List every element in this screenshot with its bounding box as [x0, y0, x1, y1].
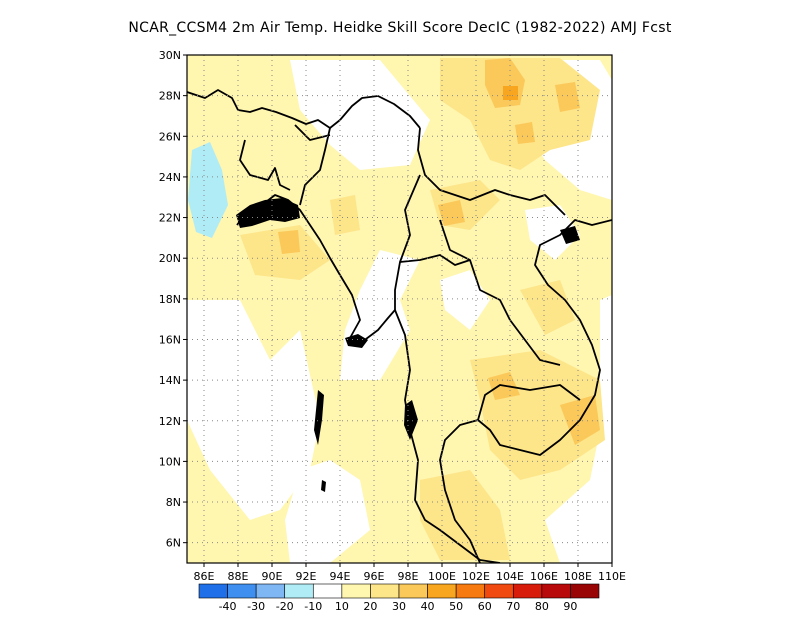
lon-tick-label: 104E	[496, 570, 524, 583]
colorbar-swatch	[570, 583, 600, 599]
border-bangladesh	[239, 139, 291, 191]
lat-tick-label: 30N	[159, 49, 181, 62]
lon-tick-label: 94E	[330, 570, 351, 583]
lon-tick-label: 96E	[364, 570, 385, 583]
colorbar-swatch	[484, 583, 514, 599]
colorbar-swatch	[198, 583, 228, 599]
shade-region	[525, 205, 580, 260]
lat-tick-label: 12N	[159, 415, 181, 428]
colorbar-label: -10	[304, 600, 322, 613]
shade-region	[278, 230, 300, 254]
border-laos	[439, 219, 561, 366]
colorbar-swatch	[455, 583, 486, 599]
lon-tick-label: 90E	[262, 570, 283, 583]
lat-tick-label: 26N	[159, 130, 181, 143]
colorbar-swatch	[370, 583, 400, 599]
lat-tick-label: 28N	[159, 90, 181, 103]
colorbar-label: -20	[276, 600, 294, 613]
lat-tick-label: 6N	[166, 537, 181, 550]
shade-region	[187, 300, 320, 520]
shade-region	[555, 82, 580, 112]
lon-tick-label: 100E	[428, 570, 456, 583]
colorbar-swatch	[312, 583, 343, 599]
colorbar	[198, 583, 600, 599]
andaman-islands	[314, 390, 324, 445]
shade-region	[290, 60, 430, 170]
coastline-bay-of-bengal	[236, 194, 396, 343]
colorbar-swatch	[341, 583, 371, 599]
colorbar-label: 60	[478, 600, 492, 613]
border-myanmar-east	[299, 127, 421, 310]
lon-tick-label: 98E	[398, 570, 419, 583]
shade-region	[438, 200, 465, 226]
lat-tick-label: 18N	[159, 293, 181, 306]
lat-tick-label: 14N	[159, 374, 181, 387]
colorbar-label: 80	[535, 600, 549, 613]
colorbar-swatch	[255, 583, 286, 599]
colorbar-swatch	[227, 583, 257, 599]
colorbar-label: 10	[335, 600, 349, 613]
colorbar-label: -30	[247, 600, 265, 613]
border-cambodia	[477, 384, 581, 421]
colorbar-label: -40	[219, 600, 237, 613]
colorbar-swatch	[512, 583, 543, 599]
colorbar-label: 20	[363, 600, 377, 613]
border-china	[417, 127, 566, 216]
lon-tick-label: 106E	[530, 570, 558, 583]
shade-region	[545, 295, 612, 563]
shade-region	[420, 470, 510, 560]
grid-lines	[183, 54, 613, 567]
lat-tick-label: 8N	[166, 496, 181, 509]
delta-ganges	[236, 198, 300, 228]
lon-tick-label: 102E	[462, 570, 490, 583]
colorbar-label: 90	[563, 600, 577, 613]
colorbar-label: 40	[421, 600, 435, 613]
nicobar	[321, 480, 326, 492]
plot-frame	[186, 54, 613, 564]
latitude-labels: 30N 28N 26N 24N 22N 20N 18N 16N 14N 12N 10N 8N 6N	[159, 49, 181, 550]
border-thai-north	[399, 254, 471, 266]
lon-tick-label: 110E	[598, 570, 626, 583]
land-outlines	[187, 89, 612, 563]
lat-tick-label: 24N	[159, 171, 181, 184]
lat-tick-label: 22N	[159, 212, 181, 225]
lat-tick-label: 20N	[159, 252, 181, 265]
colorbar-swatch	[541, 583, 571, 599]
skill-shading	[187, 55, 612, 563]
delta-irrawaddy	[345, 334, 368, 348]
colorbar-label: 50	[449, 600, 463, 613]
lon-tick-label: 88E	[228, 570, 249, 583]
coastline-gulf-of-thailand	[439, 219, 612, 563]
shade-region	[515, 122, 535, 144]
longitude-labels: 86E 88E 90E 92E 94E 96E 98E 100E 102E 104E 106E 108…	[194, 570, 626, 583]
colorbar-swatch	[284, 583, 314, 599]
lon-tick-label: 92E	[296, 570, 317, 583]
shade-region	[330, 195, 360, 235]
lat-tick-label: 10N	[159, 455, 181, 468]
shade-region	[503, 86, 518, 100]
coastline-myanmar-thai	[394, 309, 501, 563]
colorbar-labels: -40 -30 -20 -10 10 20 30 40 50 60 70 80 90	[219, 600, 578, 613]
chart-title: NCAR_CCSM4 2m Air Temp. Heidke Skill Sco…	[128, 20, 672, 36]
lat-tick-label: 16N	[159, 333, 181, 346]
shade-region	[188, 142, 228, 238]
lon-tick-label: 86E	[194, 570, 215, 583]
lon-tick-label: 108E	[564, 570, 592, 583]
gulf-islands	[560, 226, 580, 244]
shade-region	[520, 280, 575, 335]
colorbar-label: 30	[392, 600, 406, 613]
colorbar-swatch	[427, 583, 457, 599]
colorbar-swatch	[398, 583, 428, 599]
border-bhutan	[294, 124, 331, 141]
colorbar-label: 70	[506, 600, 520, 613]
